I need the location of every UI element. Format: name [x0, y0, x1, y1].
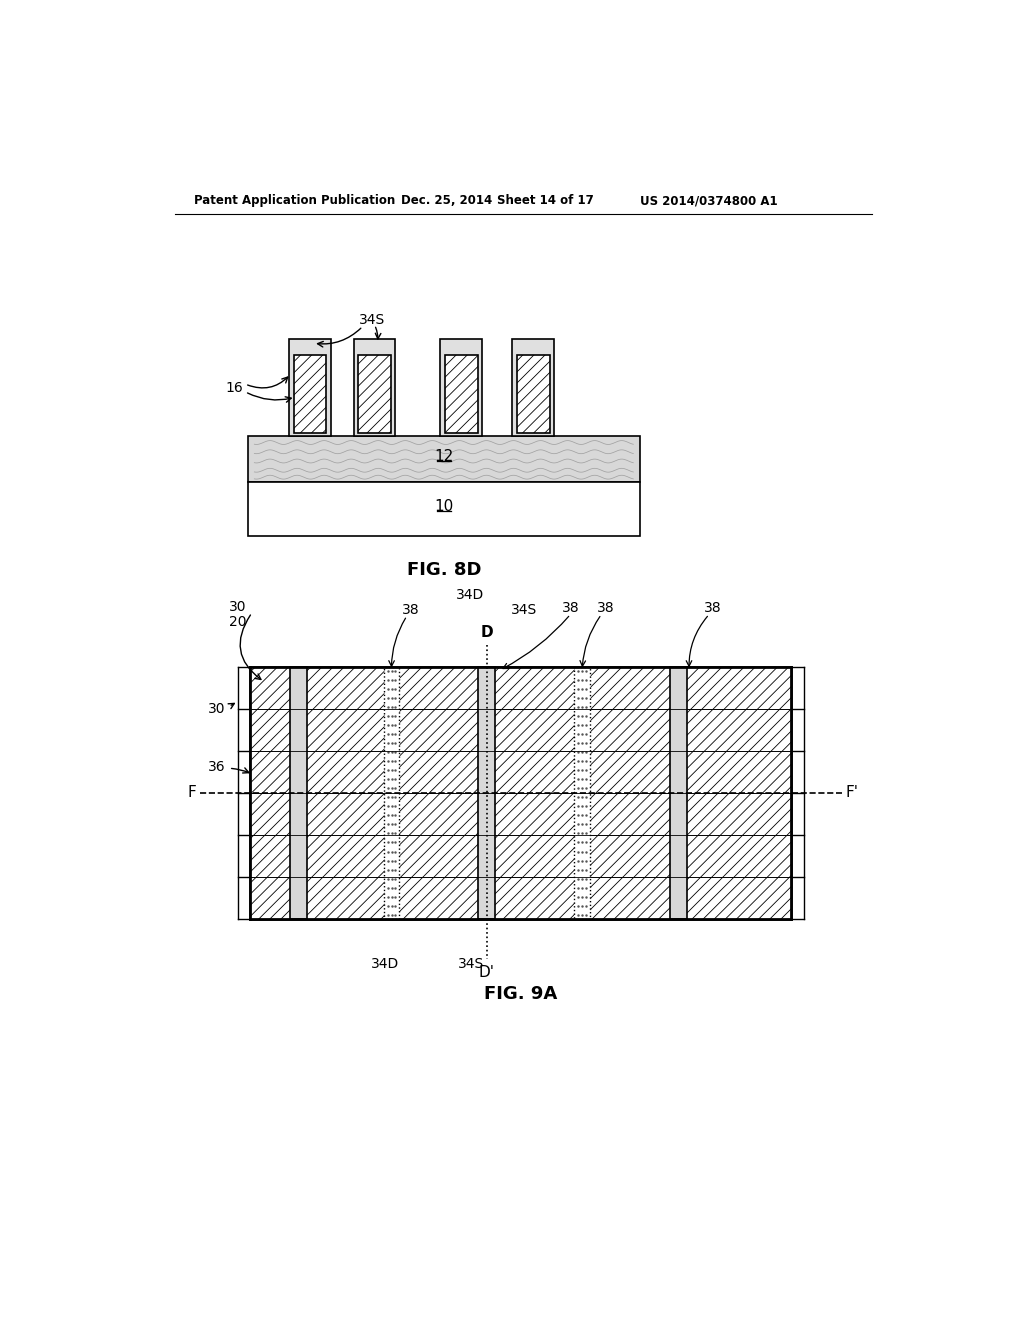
Text: 20: 20: [229, 615, 247, 628]
Bar: [478, 667, 496, 919]
Text: 34S: 34S: [511, 603, 538, 618]
Text: Patent Application Publication: Patent Application Publication: [194, 194, 395, 207]
Bar: [290, 667, 307, 919]
Bar: [358, 355, 391, 433]
Text: Sheet 14 of 17: Sheet 14 of 17: [497, 194, 594, 207]
Text: 38: 38: [705, 601, 722, 615]
Bar: [251, 876, 792, 919]
Bar: [294, 355, 327, 433]
Bar: [251, 667, 792, 919]
Text: 30: 30: [208, 702, 225, 715]
Bar: [512, 339, 554, 436]
Text: FIG. 8D: FIG. 8D: [407, 561, 481, 579]
Bar: [440, 339, 482, 436]
Bar: [251, 709, 792, 751]
Text: F: F: [187, 785, 197, 800]
Text: 34S: 34S: [458, 957, 484, 970]
Text: 10: 10: [434, 499, 454, 513]
Text: 30: 30: [229, 599, 247, 614]
Text: Dec. 25, 2014: Dec. 25, 2014: [400, 194, 493, 207]
Text: FIG. 9A: FIG. 9A: [484, 985, 557, 1003]
Bar: [517, 355, 550, 433]
Text: 34D: 34D: [456, 587, 484, 602]
Text: 36: 36: [208, 760, 225, 774]
Text: D: D: [480, 624, 494, 640]
Bar: [251, 667, 792, 709]
Bar: [251, 751, 792, 793]
Bar: [251, 836, 792, 876]
Bar: [248, 436, 640, 482]
Bar: [248, 482, 640, 536]
Bar: [353, 339, 395, 436]
Bar: [445, 355, 477, 433]
Text: 12: 12: [434, 449, 454, 463]
Bar: [670, 667, 687, 919]
Text: 38: 38: [597, 601, 614, 615]
Bar: [384, 667, 399, 919]
Text: US 2014/0374800 A1: US 2014/0374800 A1: [640, 194, 777, 207]
Text: 38: 38: [562, 601, 580, 615]
Text: 16: 16: [225, 381, 243, 395]
Bar: [289, 339, 331, 436]
Bar: [251, 793, 792, 836]
Text: D': D': [479, 965, 495, 981]
Bar: [574, 667, 590, 919]
Text: 34D: 34D: [371, 957, 399, 970]
Text: 34S: 34S: [359, 313, 385, 327]
Text: 38: 38: [402, 603, 420, 618]
Text: F': F': [846, 785, 859, 800]
